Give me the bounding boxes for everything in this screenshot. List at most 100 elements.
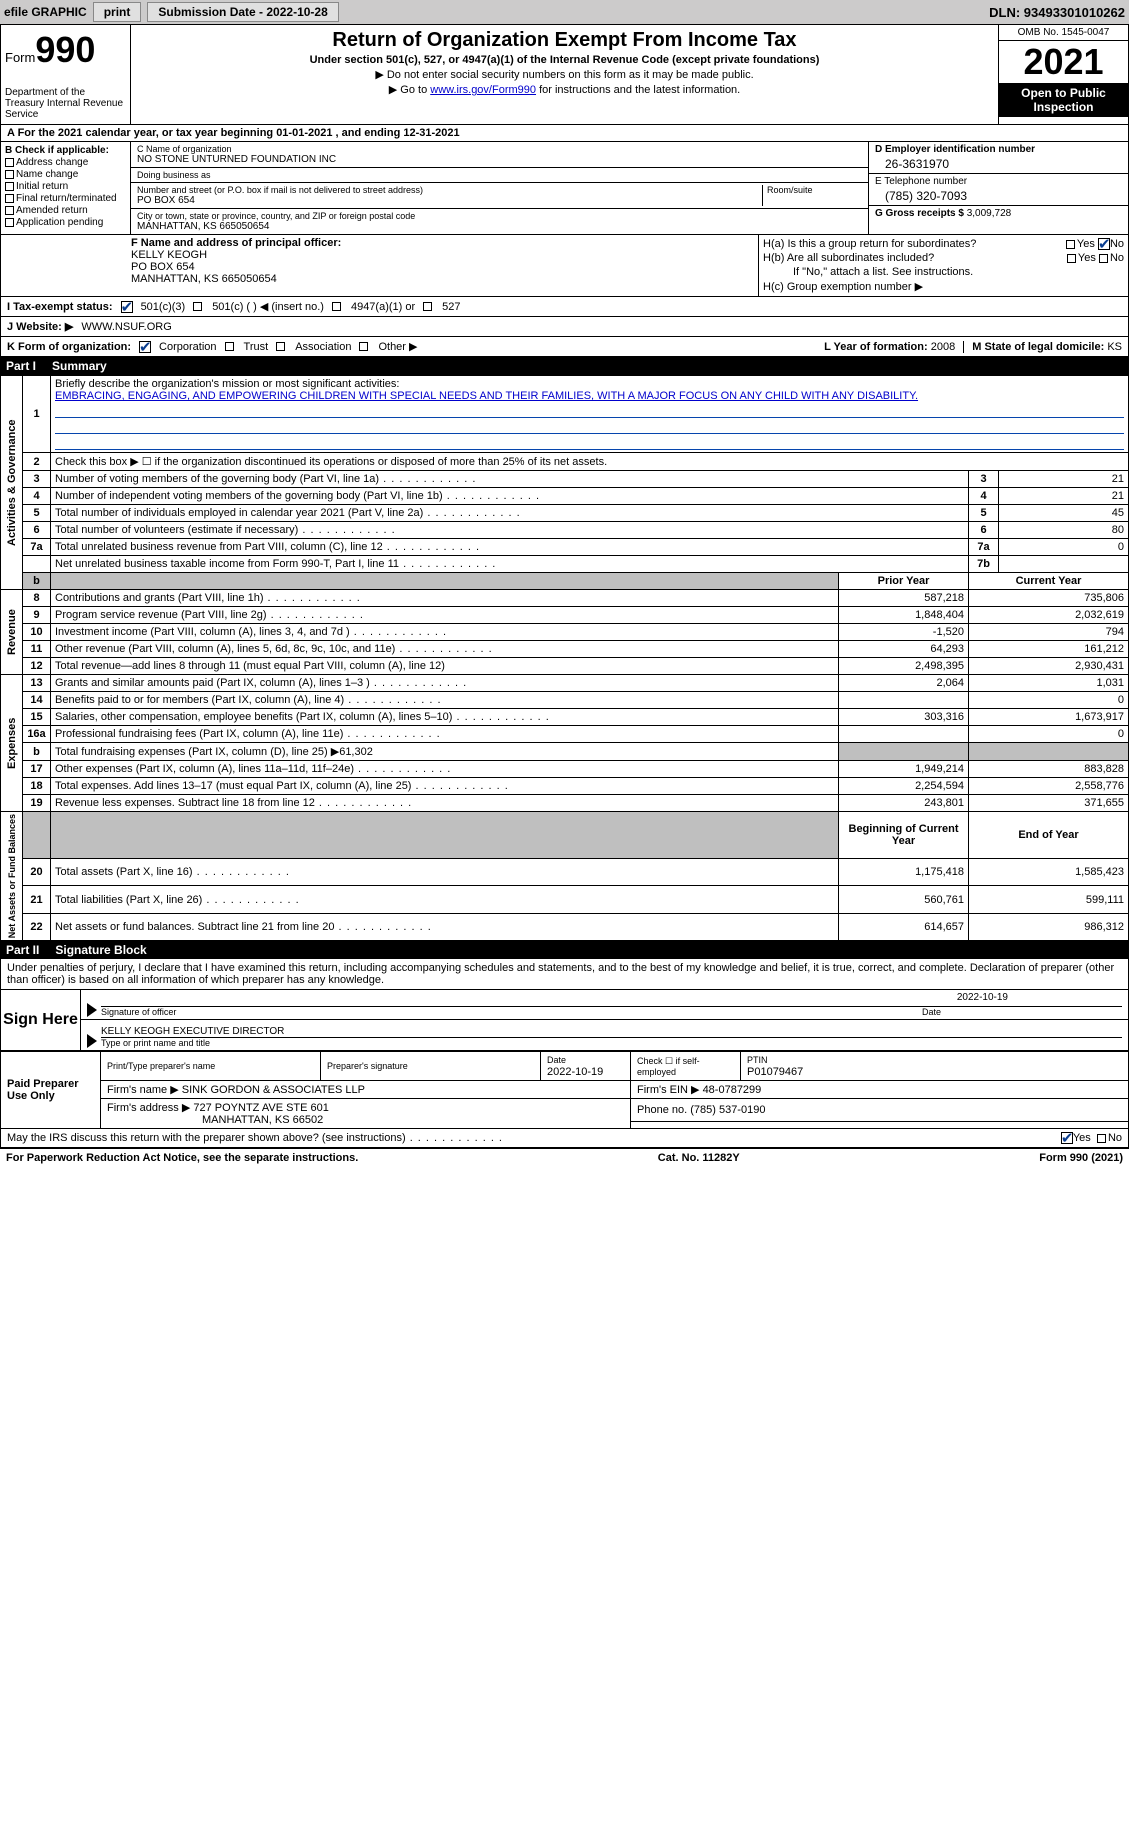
may-no-chk[interactable] xyxy=(1097,1134,1106,1143)
hb-row: H(b) Are all subordinates included? Yes … xyxy=(763,251,1124,265)
tax-year: 2021 xyxy=(999,41,1128,83)
b-opt-initial: Initial return xyxy=(5,181,126,192)
prep-date: 2022-10-19 xyxy=(547,1066,603,1078)
i-501c-chk[interactable] xyxy=(193,302,202,311)
gov-row: 3Number of voting members of the governi… xyxy=(1,471,1129,488)
hc-row: H(c) Group exemption number ▶ xyxy=(763,279,1124,294)
org-name: NO STONE UNTURNED FOUNDATION INC xyxy=(137,154,862,165)
hb-no-chk[interactable] xyxy=(1099,254,1108,263)
i-501c3-chk[interactable] xyxy=(121,301,133,313)
section-i: I Tax-exempt status: 501(c)(3) 501(c) ( … xyxy=(0,297,1129,317)
sig-intro: Under penalties of perjury, I declare th… xyxy=(1,959,1128,989)
gov-row: Net unrelated business taxable income fr… xyxy=(1,556,1129,573)
dln-label: DLN: 93493301010262 xyxy=(989,5,1125,20)
may-yes-chk[interactable] xyxy=(1061,1132,1073,1144)
note-link: ▶ Go to www.irs.gov/Form990 for instruct… xyxy=(137,83,992,96)
net-row: 22Net assets or fund balances. Subtract … xyxy=(1,913,1129,940)
gov-row: 6Total number of volunteers (estimate if… xyxy=(1,522,1129,539)
chk-name[interactable] xyxy=(5,170,14,179)
k-other-chk[interactable] xyxy=(359,342,368,351)
k-trust-chk[interactable] xyxy=(225,342,234,351)
firm-addr: 727 POYNTZ AVE STE 601 xyxy=(193,1102,329,1114)
dba-label: Doing business as xyxy=(137,170,862,180)
cat-no: Cat. No. 11282Y xyxy=(658,1152,740,1164)
signature-block: Under penalties of perjury, I declare th… xyxy=(0,959,1129,1051)
c-name-label: C Name of organization xyxy=(137,144,862,154)
city-label: City or town, state or province, country… xyxy=(137,211,862,221)
mission-text[interactable]: EMBRACING, ENGAGING, AND EMPOWERING CHIL… xyxy=(55,390,918,402)
side-activities: Activities & Governance xyxy=(1,376,23,590)
year-formation: 2008 xyxy=(931,341,955,353)
f-label: F Name and address of principal officer: xyxy=(131,237,708,249)
exp-row: 19Revenue less expenses. Subtract line 1… xyxy=(1,795,1129,812)
firm-ein: 48-0787299 xyxy=(703,1084,762,1096)
form-ref: Form 990 (2021) xyxy=(1039,1152,1123,1164)
page-footer: For Paperwork Reduction Act Notice, see … xyxy=(0,1148,1129,1167)
header-left: Form990 Department of the Treasury Inter… xyxy=(1,25,131,124)
i-4947-chk[interactable] xyxy=(332,302,341,311)
chk-address[interactable] xyxy=(5,158,14,167)
gov-row: 5Total number of individuals employed in… xyxy=(1,505,1129,522)
exp-row: bTotal fundraising expenses (Part IX, co… xyxy=(1,743,1129,761)
rev-row: 12Total revenue—add lines 8 through 11 (… xyxy=(1,658,1129,675)
irs-link[interactable]: www.irs.gov/Form990 xyxy=(430,84,536,96)
side-net: Net Assets or Fund Balances xyxy=(1,812,23,941)
arrow-icon xyxy=(87,1034,97,1048)
arrow-icon xyxy=(87,1003,97,1017)
addr-value: PO BOX 654 xyxy=(137,195,762,206)
side-expenses: Expenses xyxy=(1,675,23,812)
section-klm: K Form of organization: Corporation Trus… xyxy=(0,337,1129,357)
preparer-table: Paid Preparer Use Only Print/Type prepar… xyxy=(0,1051,1129,1129)
rev-row: 9Program service revenue (Part VIII, lin… xyxy=(1,607,1129,624)
ha-no-chk[interactable] xyxy=(1098,238,1110,250)
tel-label: E Telephone number xyxy=(875,176,1122,187)
header-row: bPrior YearCurrent Year xyxy=(1,573,1129,590)
i-527-chk[interactable] xyxy=(423,302,432,311)
form-word: Form xyxy=(5,50,35,65)
room-label: Room/suite xyxy=(767,185,862,195)
rev-row: 11Other revenue (Part VIII, column (A), … xyxy=(1,641,1129,658)
submission-date-button[interactable]: Submission Date - 2022-10-28 xyxy=(147,2,338,22)
gov-row: 7aTotal unrelated business revenue from … xyxy=(1,539,1129,556)
dept-label: Department of the Treasury Internal Reve… xyxy=(5,87,126,120)
exp-row: 17Other expenses (Part IX, column (A), l… xyxy=(1,761,1129,778)
section-c: C Name of organization NO STONE UNTURNED… xyxy=(131,142,868,234)
exp-row: 14Benefits paid to or for members (Part … xyxy=(1,692,1129,709)
note-ssn: ▶ Do not enter social security numbers o… xyxy=(137,68,992,81)
row-a: A For the 2021 calendar year, or tax yea… xyxy=(0,125,1129,142)
gross-label: G Gross receipts $ xyxy=(875,208,964,219)
k-assoc-chk[interactable] xyxy=(276,342,285,351)
b-header: B Check if applicable: xyxy=(5,145,126,156)
net-row: 21Total liabilities (Part X, line 26)560… xyxy=(1,886,1129,913)
gov-row: 4Number of independent voting members of… xyxy=(1,488,1129,505)
chk-amended[interactable] xyxy=(5,206,14,215)
section-b: B Check if applicable: Address change Na… xyxy=(1,142,131,234)
sign-here: Sign Here xyxy=(1,990,81,1050)
b-opt-final: Final return/terminated xyxy=(5,193,126,204)
ha-row: H(a) Is this a group return for subordin… xyxy=(763,237,1124,251)
chk-initial[interactable] xyxy=(5,182,14,191)
chk-final[interactable] xyxy=(5,194,14,203)
f-addr2: MANHATTAN, KS 665050654 xyxy=(131,273,708,285)
paperwork-notice: For Paperwork Reduction Act Notice, see … xyxy=(6,1152,358,1164)
k-corp-chk[interactable] xyxy=(139,341,151,353)
chk-pending[interactable] xyxy=(5,218,14,227)
b-opt-amended: Amended return xyxy=(5,205,126,216)
header-center: Return of Organization Exempt From Incom… xyxy=(131,25,998,124)
f-addr1: PO BOX 654 xyxy=(131,261,708,273)
section-h: H(a) Is this a group return for subordin… xyxy=(758,235,1128,296)
exp-row: 15Salaries, other compensation, employee… xyxy=(1,709,1129,726)
exp-row: 18Total expenses. Add lines 13–17 (must … xyxy=(1,778,1129,795)
summary-table: Activities & Governance 1 Briefly descri… xyxy=(0,375,1129,941)
sig-date: 2022-10-19 xyxy=(957,992,1008,1003)
block-bcd: B Check if applicable: Address change Na… xyxy=(0,142,1129,235)
block-fh: F Name and address of principal officer:… xyxy=(0,235,1129,297)
mission-cell: Briefly describe the organization's miss… xyxy=(51,376,1129,453)
b-opt-address: Address change xyxy=(5,157,126,168)
ha-yes-chk[interactable] xyxy=(1066,240,1075,249)
print-button[interactable]: print xyxy=(93,2,142,22)
b-opt-name: Name change xyxy=(5,169,126,180)
f-name: KELLY KEOGH xyxy=(131,249,708,261)
exp-row: 16aProfessional fundraising fees (Part I… xyxy=(1,726,1129,743)
hb-yes-chk[interactable] xyxy=(1067,254,1076,263)
